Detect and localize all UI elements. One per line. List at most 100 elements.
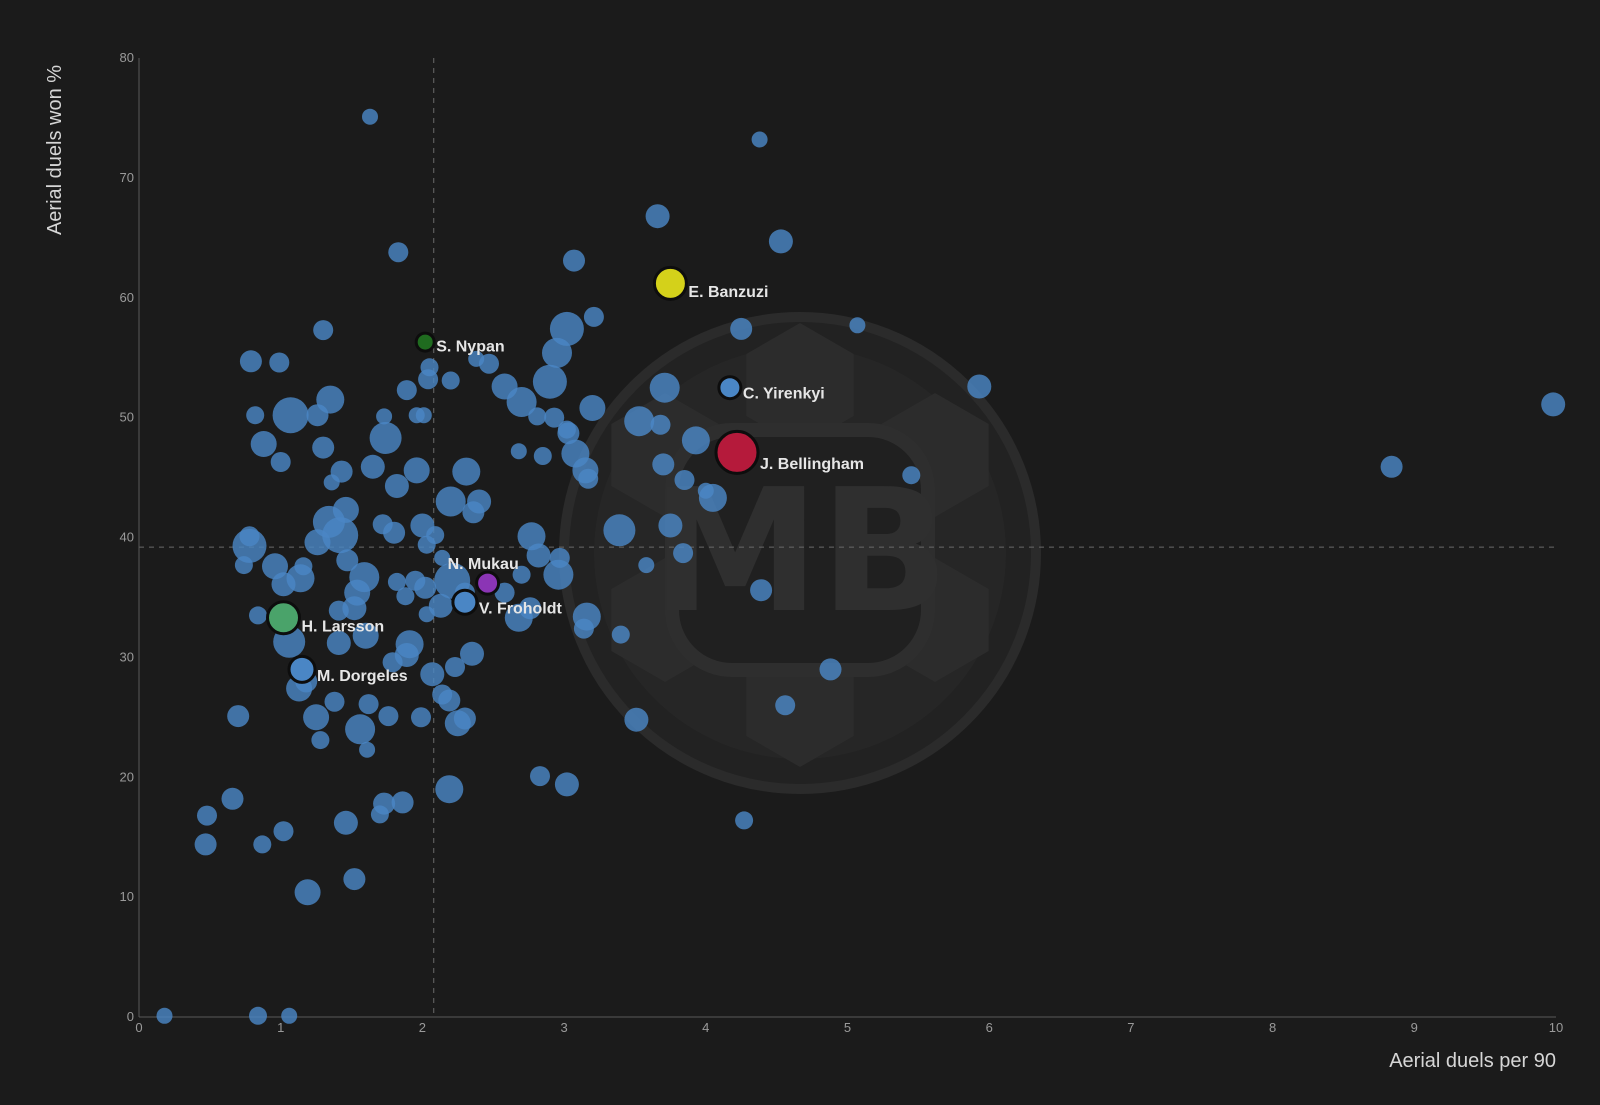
- player-label: C. Yirenkyi: [743, 385, 825, 402]
- data-point: [435, 775, 464, 804]
- data-point: [681, 426, 710, 455]
- data-point: [504, 603, 533, 632]
- y-tick-label: 70: [120, 170, 134, 185]
- data-point: [250, 431, 277, 457]
- data-point: [573, 618, 594, 639]
- data-point: [435, 486, 466, 517]
- data-point: [383, 521, 406, 544]
- data-point: [411, 707, 431, 728]
- data-point: [249, 1006, 267, 1025]
- data-point: [583, 306, 604, 327]
- data-point: [343, 868, 366, 891]
- data-point: [396, 587, 415, 606]
- data-point: [391, 791, 414, 814]
- data-point: [444, 710, 471, 737]
- data-point: [326, 631, 351, 655]
- x-tick-label: 8: [1269, 1020, 1276, 1035]
- data-point: [557, 422, 580, 445]
- data-point: [246, 406, 265, 425]
- watermark-badge: [665, 423, 935, 677]
- data-point: [468, 350, 485, 367]
- data-point: [311, 731, 330, 750]
- data-point: [249, 606, 267, 625]
- data-point: [378, 706, 399, 727]
- watermark-text: MB: [651, 453, 950, 651]
- data-point: [382, 652, 403, 673]
- data-point: [624, 707, 649, 732]
- data-point: [304, 529, 331, 556]
- data-point: [494, 582, 515, 603]
- data-point: [328, 600, 349, 621]
- player-label: S. Nypan: [436, 339, 504, 356]
- data-point: [819, 658, 842, 681]
- x-tick-label: 4: [702, 1020, 709, 1035]
- y-tick-label: 20: [120, 769, 134, 784]
- highlighted-point: [451, 588, 479, 616]
- data-point: [271, 572, 296, 597]
- data-point: [313, 320, 334, 341]
- data-point: [460, 641, 484, 666]
- y-tick-label: 60: [120, 290, 134, 305]
- player-label: J. Bellingham: [760, 456, 864, 473]
- player-label: M. Dorgeles: [317, 668, 408, 685]
- data-point: [530, 766, 550, 787]
- data-point: [441, 371, 460, 390]
- data-point: [528, 407, 547, 426]
- data-point: [673, 543, 694, 564]
- y-tick-label: 40: [120, 530, 134, 545]
- x-tick-label: 0: [135, 1020, 142, 1035]
- highlighted-point: [652, 265, 688, 301]
- data-point: [269, 352, 290, 373]
- y-tick-label: 50: [120, 410, 134, 425]
- data-point: [352, 622, 379, 649]
- data-point: [388, 242, 409, 263]
- data-point: [445, 657, 465, 677]
- data-point: [384, 474, 409, 498]
- data-point: [554, 772, 579, 797]
- data-point: [323, 474, 340, 491]
- reference-lines: [139, 58, 1556, 1017]
- data-point: [403, 457, 430, 484]
- data-point: [420, 662, 445, 687]
- y-tick-label: 0: [127, 1009, 134, 1024]
- data-points: [156, 108, 1566, 1025]
- data-point: [750, 579, 773, 602]
- data-point: [674, 470, 695, 490]
- data-point: [611, 625, 630, 644]
- x-tick-label: 9: [1411, 1020, 1418, 1035]
- highlighted-point: [717, 375, 743, 401]
- data-point: [396, 380, 417, 401]
- data-point: [360, 454, 385, 479]
- data-point: [322, 517, 359, 554]
- data-point: [549, 311, 584, 346]
- x-axis-title: Aerial duels per 90: [1389, 1050, 1556, 1072]
- data-point: [462, 501, 485, 524]
- data-point: [156, 1007, 173, 1024]
- data-point: [336, 549, 359, 572]
- data-point: [649, 372, 680, 403]
- data-point: [902, 466, 921, 485]
- data-point: [272, 397, 309, 434]
- data-point: [432, 684, 453, 705]
- player-label: E. Banzuzi: [688, 284, 768, 301]
- data-point: [294, 879, 321, 906]
- data-point: [362, 108, 378, 125]
- player-label: H. Larsson: [302, 618, 385, 635]
- highlighted-point: [475, 570, 501, 596]
- data-point: [1541, 392, 1566, 417]
- data-point: [306, 404, 329, 427]
- watermark-logo: MB: [559, 312, 1041, 794]
- data-point: [417, 535, 436, 554]
- data-point: [333, 810, 358, 835]
- data-point: [324, 691, 345, 712]
- data-point: [270, 452, 291, 472]
- data-point: [849, 317, 866, 334]
- data-point: [414, 576, 437, 599]
- data-point: [232, 528, 267, 563]
- highlighted-point: [414, 331, 436, 353]
- y-tick-label: 10: [120, 889, 134, 904]
- data-point: [579, 395, 606, 421]
- highlighted-points: E. Banzuzi S. Nypan C. Yirenkyi J. Bellingh…: [266, 265, 864, 685]
- data-point: [194, 833, 217, 856]
